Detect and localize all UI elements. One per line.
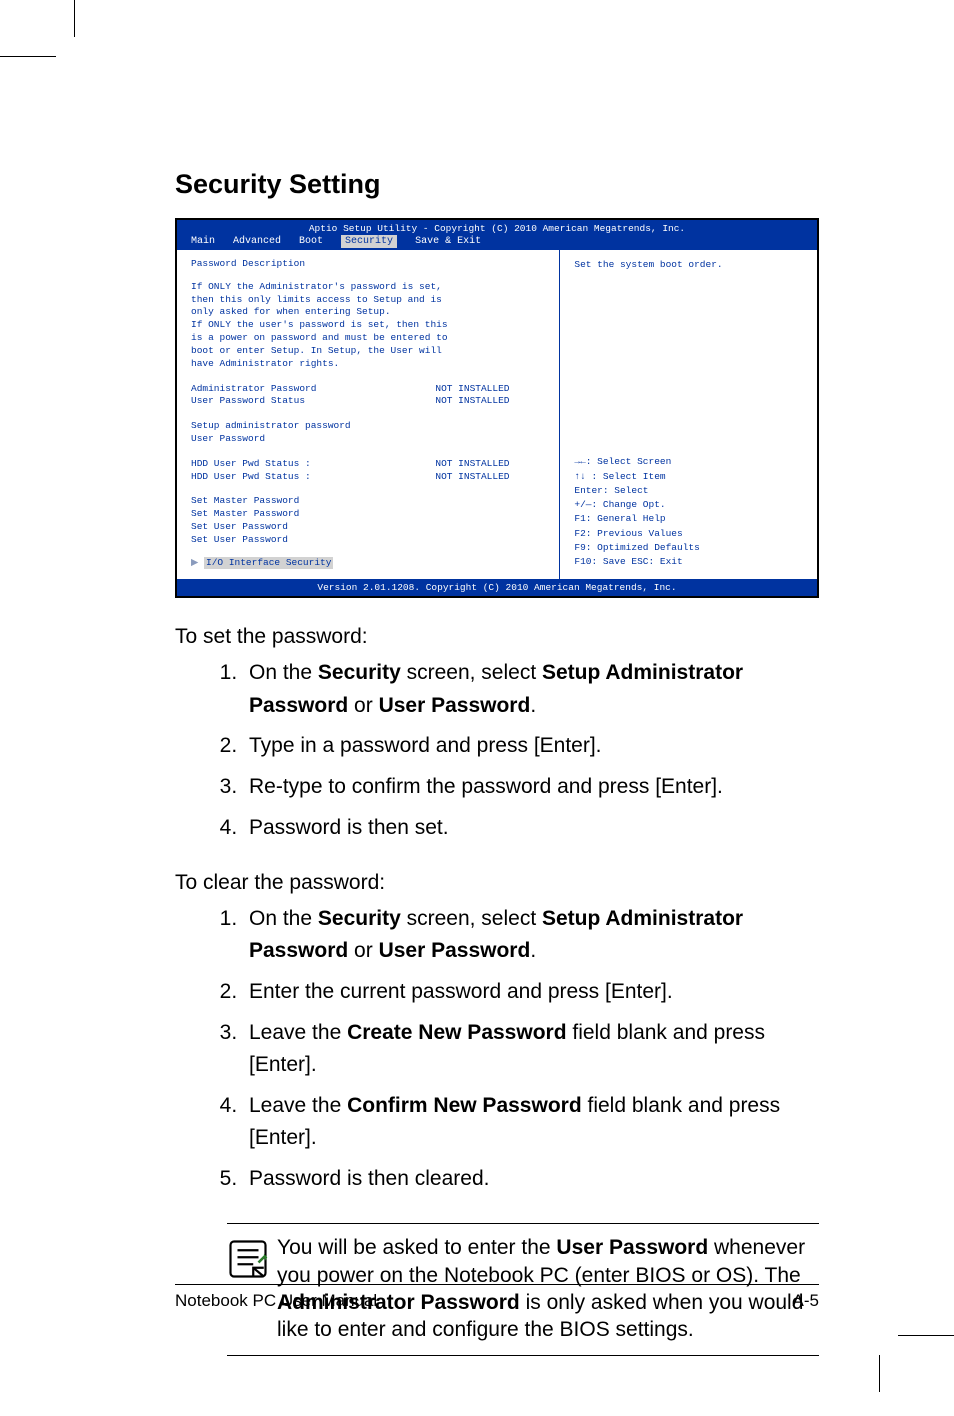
bios-desc-line: If ONLY the user's password is set, then… bbox=[191, 319, 545, 332]
bios-password-description-title: Password Description bbox=[191, 258, 545, 271]
bios-field-row: Administrator PasswordNOT INSTALLED bbox=[191, 383, 545, 396]
note-separator-top bbox=[227, 1223, 819, 1224]
bios-screenshot: Aptio Setup Utility - Copyright (C) 2010… bbox=[175, 218, 819, 598]
bios-menu-main: Main bbox=[191, 236, 215, 247]
set-password-steps: On the Security screen, select Setup Adm… bbox=[175, 657, 819, 844]
bios-field-label: Administrator Password bbox=[191, 383, 435, 396]
bios-setup-line: User Password bbox=[191, 433, 545, 446]
list-item: On the Security screen, select Setup Adm… bbox=[243, 657, 819, 722]
step-text: On the bbox=[249, 661, 318, 684]
note-span: You will be asked to enter the bbox=[277, 1236, 556, 1259]
footer-left: Notebook PC User Manual bbox=[175, 1291, 377, 1311]
bios-io-interface-label: I/O Interface Security bbox=[204, 557, 333, 570]
bios-field-row: HDD User Pwd Status :NOT INSTALLED bbox=[191, 471, 545, 484]
list-item: Leave the Confirm New Password field bla… bbox=[243, 1090, 819, 1155]
step-bold: Security bbox=[318, 907, 401, 930]
bios-menu-advanced: Advanced bbox=[233, 236, 281, 247]
set-password-intro: To set the password: bbox=[175, 624, 819, 651]
bios-setup-line: Setup administrator password bbox=[191, 420, 545, 433]
step-text: . bbox=[530, 939, 536, 962]
bios-desc-line: If ONLY the Administrator's password is … bbox=[191, 281, 545, 294]
bios-menu-save-exit: Save & Exit bbox=[415, 236, 481, 247]
bios-field-label: User Password Status bbox=[191, 395, 435, 408]
bios-desc-line: then this only limits access to Setup an… bbox=[191, 294, 545, 307]
bios-nav-line: F2: Previous Values bbox=[574, 527, 699, 541]
step-text: screen, select bbox=[401, 661, 542, 684]
step-text: Leave the bbox=[249, 1094, 347, 1117]
footer-right: A-5 bbox=[793, 1291, 819, 1311]
bios-desc-line: is a power on password and must be enter… bbox=[191, 332, 545, 345]
bios-help-text: Set the system boot order. bbox=[574, 258, 803, 272]
bios-left-pane: Password Description If ONLY the Adminis… bbox=[177, 250, 560, 579]
bios-desc-line: have Administrator rights. bbox=[191, 358, 545, 371]
page-footer: Notebook PC User Manual A-5 bbox=[175, 1284, 819, 1311]
bios-menubar: Main Advanced Boot Security Save & Exit bbox=[177, 235, 817, 249]
step-text: . bbox=[530, 694, 536, 717]
bios-nav-line: F9: Optimized Defaults bbox=[574, 541, 699, 555]
bios-title: Aptio Setup Utility - Copyright (C) 2010… bbox=[177, 220, 817, 235]
step-bold: Confirm New Password bbox=[347, 1094, 582, 1117]
list-item: Type in a password and press [Enter]. bbox=[243, 730, 819, 763]
bios-menu-security: Security bbox=[341, 235, 397, 248]
bios-footer: Version 2.01.1208. Copyright (C) 2010 Am… bbox=[177, 579, 817, 596]
bios-nav-line: F1: General Help bbox=[574, 512, 699, 526]
bios-pw-line: Set User Password bbox=[191, 534, 545, 547]
list-item: Enter the current password and press [En… bbox=[243, 976, 819, 1009]
bios-field-label: HDD User Pwd Status : bbox=[191, 458, 435, 471]
bios-field-label: HDD User Pwd Status : bbox=[191, 471, 435, 484]
bios-nav-line: +/—: Change Opt. bbox=[574, 498, 699, 512]
list-item: Re-type to confirm the password and pres… bbox=[243, 771, 819, 804]
clear-password-steps: On the Security screen, select Setup Adm… bbox=[175, 903, 819, 1195]
section-heading: Security Setting bbox=[175, 169, 819, 200]
bios-field-value: NOT INSTALLED bbox=[435, 383, 545, 396]
bios-field-row: HDD User Pwd Status :NOT INSTALLED bbox=[191, 458, 545, 471]
bios-menu-boot: Boot bbox=[299, 236, 323, 247]
bios-desc-line: only asked for when entering Setup. bbox=[191, 306, 545, 319]
list-item: On the Security screen, select Setup Adm… bbox=[243, 903, 819, 968]
bios-pw-line: Set Master Password bbox=[191, 495, 545, 508]
list-item: Password is then cleared. bbox=[243, 1163, 819, 1196]
list-item: Password is then set. bbox=[243, 812, 819, 845]
bios-right-pane: Set the system boot order. →←: Select Sc… bbox=[560, 250, 817, 579]
note-bold: User Password bbox=[556, 1236, 708, 1259]
bios-nav-line: ↑↓ : Select Item bbox=[574, 470, 699, 484]
list-item: Leave the Create New Password field blan… bbox=[243, 1017, 819, 1082]
bios-pw-line: Set Master Password bbox=[191, 508, 545, 521]
step-bold: Security bbox=[318, 661, 401, 684]
step-text: or bbox=[348, 939, 378, 962]
bios-field-row: User Password StatusNOT INSTALLED bbox=[191, 395, 545, 408]
step-bold: User Password bbox=[379, 694, 531, 717]
bios-pw-line: Set User Password bbox=[191, 521, 545, 534]
bios-nav-line: F10: Save ESC: Exit bbox=[574, 555, 699, 569]
bios-field-value: NOT INSTALLED bbox=[435, 471, 545, 484]
bios-field-value: NOT INSTALLED bbox=[435, 395, 545, 408]
bios-nav-line: Enter: Select bbox=[574, 484, 699, 498]
step-text: screen, select bbox=[401, 907, 542, 930]
clear-password-intro: To clear the password: bbox=[175, 870, 819, 897]
step-bold: User Password bbox=[379, 939, 531, 962]
bios-io-interface: ▶ I/O Interface Security bbox=[191, 557, 545, 570]
step-text: Leave the bbox=[249, 1021, 347, 1044]
step-text: or bbox=[348, 694, 378, 717]
bios-field-value: NOT INSTALLED bbox=[435, 458, 545, 471]
bios-nav-line: →←: Select Screen bbox=[574, 455, 699, 469]
note-separator-bottom bbox=[227, 1355, 819, 1356]
step-bold: Create New Password bbox=[347, 1021, 566, 1044]
step-text: On the bbox=[249, 907, 318, 930]
bios-desc-line: boot or enter Setup. In Setup, the User … bbox=[191, 345, 545, 358]
bios-nav-hints: →←: Select Screen ↑↓ : Select Item Enter… bbox=[574, 455, 699, 569]
